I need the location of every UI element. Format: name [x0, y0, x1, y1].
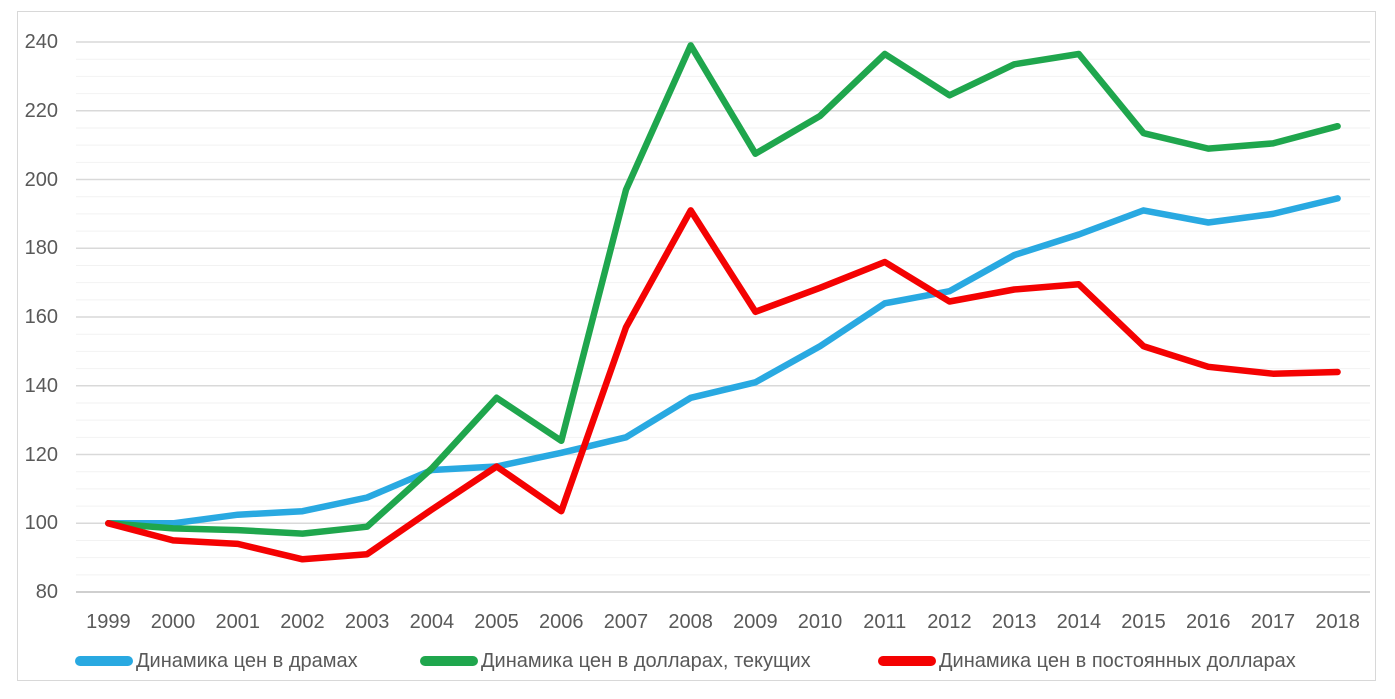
- x-tick-label: 2006: [539, 611, 584, 633]
- legend-label: Динамика цен в долларах, текущих: [481, 650, 811, 672]
- legend-swatch-icon: [878, 656, 936, 666]
- x-tick-label: 1999: [86, 611, 131, 633]
- x-tick-label: 2013: [991, 611, 1037, 633]
- y-tick-label: 200: [24, 168, 58, 191]
- legend-label: Динамика цен в постоянных долларах: [939, 650, 1296, 672]
- legend-item: Динамика цен в долларах, текущих: [420, 649, 811, 673]
- y-tick-label: 140: [24, 374, 58, 397]
- x-tick-label: 2002: [280, 611, 325, 633]
- y-tick-label: 220: [24, 99, 58, 122]
- x-tick-label: 2001: [215, 611, 261, 633]
- x-tick-label: 2018: [1315, 611, 1360, 633]
- x-tick-label: 2007: [603, 611, 649, 633]
- x-tick-label: 2003: [344, 611, 390, 633]
- x-tick-label: 2005: [474, 611, 519, 633]
- x-tick-label: 2004: [409, 611, 455, 633]
- y-tick-label: 120: [24, 443, 58, 466]
- legend-swatch-icon: [75, 656, 133, 666]
- y-tick-label: 180: [24, 237, 58, 260]
- legend-label: Динамика цен в драмах: [136, 650, 358, 672]
- x-tick-label: 2016: [1186, 611, 1231, 633]
- series-line-constant-dollars: [105, 207, 1341, 563]
- legend-item: Динамика цен в драмах: [75, 649, 358, 673]
- x-tick-label: 2010: [797, 611, 843, 633]
- x-tick-label: 2011: [863, 611, 907, 633]
- series-line-drams: [105, 195, 1341, 527]
- legend-swatch-icon: [420, 656, 478, 666]
- series-line-current-dollars: [105, 42, 1341, 537]
- x-tick-label: 2017: [1250, 611, 1296, 633]
- y-tick-label: 100: [24, 512, 58, 535]
- x-tick-label: 2008: [668, 611, 713, 633]
- y-tick-label: 80: [35, 581, 58, 603]
- y-tick-label: 160: [24, 306, 58, 328]
- x-tick-label: 2015: [1121, 611, 1166, 633]
- y-tick-label: 240: [24, 31, 58, 53]
- x-tick-label: 2000: [150, 611, 196, 633]
- legend-item: Динамика цен в постоянных долларах: [878, 649, 1296, 673]
- x-tick-label: 2012: [927, 611, 972, 633]
- x-tick-label: 2009: [733, 611, 778, 633]
- x-tick-label: 2014: [1056, 611, 1102, 633]
